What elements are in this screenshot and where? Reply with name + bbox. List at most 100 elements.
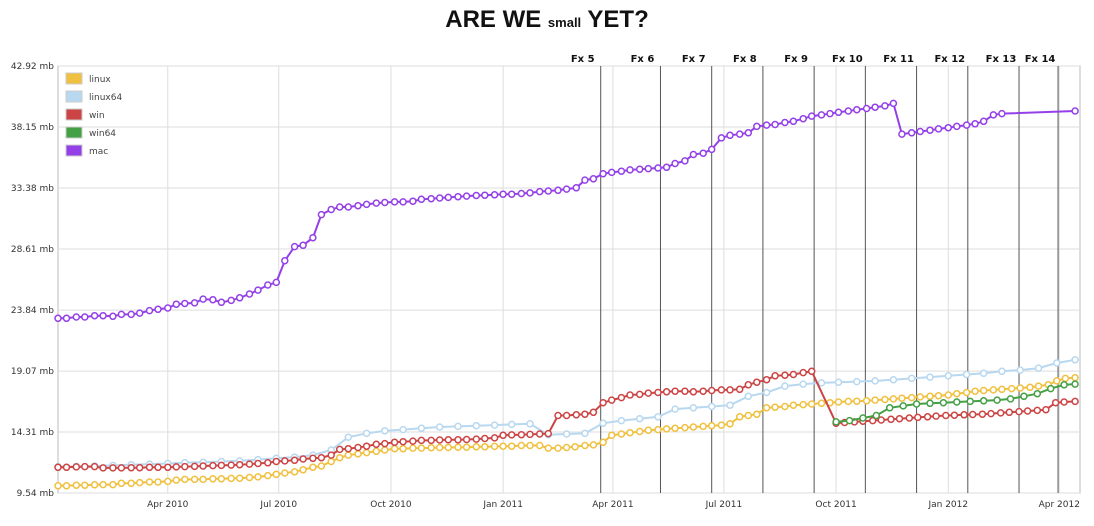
data-point[interactable] (707, 402, 716, 411)
data-point[interactable] (299, 455, 307, 463)
data-point[interactable] (462, 443, 471, 451)
data-point[interactable] (926, 392, 934, 401)
data-point[interactable] (617, 416, 626, 425)
data-point[interactable] (907, 393, 916, 402)
data-point[interactable] (99, 311, 107, 320)
data-point[interactable] (626, 166, 634, 174)
data-point[interactable] (381, 446, 389, 454)
data-point[interactable] (1006, 395, 1015, 403)
data-point[interactable] (362, 442, 371, 450)
data-point[interactable] (789, 370, 798, 379)
data-point[interactable] (90, 311, 99, 320)
data-point[interactable] (907, 129, 916, 137)
data-point[interactable] (699, 422, 707, 431)
data-point[interactable] (317, 453, 326, 462)
data-point[interactable] (953, 122, 961, 131)
data-point[interactable] (164, 304, 172, 312)
data-point[interactable] (671, 159, 679, 168)
data-point[interactable] (227, 474, 235, 483)
data-point[interactable] (916, 127, 924, 136)
data-point[interactable] (717, 421, 726, 429)
data-point[interactable] (72, 481, 81, 489)
data-point[interactable] (117, 464, 126, 472)
data-point[interactable] (409, 197, 417, 205)
data-point[interactable] (735, 385, 744, 394)
data-point[interactable] (344, 433, 353, 441)
data-point[interactable] (535, 187, 544, 196)
data-point[interactable] (472, 435, 481, 443)
data-point[interactable] (962, 388, 971, 397)
data-point[interactable] (190, 462, 199, 471)
data-point[interactable] (544, 187, 553, 195)
data-point[interactable] (199, 295, 207, 303)
data-point[interactable] (895, 414, 904, 423)
data-point[interactable] (934, 391, 943, 400)
data-point[interactable] (1016, 384, 1024, 392)
data-point[interactable] (905, 414, 914, 422)
data-point[interactable] (362, 448, 371, 457)
data-point[interactable] (254, 459, 262, 468)
data-point[interactable] (771, 120, 779, 129)
data-point[interactable] (62, 482, 71, 490)
data-point[interactable] (390, 444, 399, 453)
data-point[interactable] (907, 374, 916, 383)
data-point[interactable] (254, 473, 262, 481)
data-point[interactable] (281, 457, 289, 465)
data-point[interactable] (281, 469, 289, 477)
data-point[interactable] (926, 373, 934, 381)
data-point[interactable] (845, 416, 854, 425)
data-point[interactable] (272, 470, 281, 479)
data-point[interactable] (950, 411, 959, 419)
data-point[interactable] (154, 463, 162, 472)
data-point[interactable] (472, 191, 481, 200)
data-point[interactable] (979, 386, 988, 395)
data-point[interactable] (109, 312, 117, 321)
data-point[interactable] (853, 377, 861, 386)
data-point[interactable] (554, 411, 562, 420)
data-point[interactable] (209, 295, 217, 304)
data-point[interactable] (72, 313, 81, 321)
data-point[interactable] (607, 431, 616, 440)
data-point[interactable] (898, 130, 906, 138)
data-point[interactable] (1023, 407, 1032, 415)
data-point[interactable] (427, 443, 435, 452)
data-point[interactable] (245, 460, 254, 468)
data-point[interactable] (1060, 381, 1068, 389)
data-point[interactable] (799, 380, 807, 388)
data-point[interactable] (1005, 408, 1014, 417)
data-point[interactable] (681, 423, 689, 432)
data-point[interactable] (599, 419, 607, 427)
data-point[interactable] (526, 441, 534, 450)
data-point[interactable] (771, 372, 779, 380)
data-point[interactable] (217, 298, 226, 307)
data-point[interactable] (127, 463, 135, 472)
data-point[interactable] (435, 443, 444, 452)
data-point[interactable] (526, 189, 534, 197)
data-point[interactable] (481, 191, 489, 199)
data-point[interactable] (1046, 384, 1055, 393)
data-point[interactable] (689, 404, 698, 412)
data-point[interactable] (381, 427, 389, 435)
data-point[interactable] (899, 402, 907, 410)
data-point[interactable] (877, 416, 885, 424)
data-point[interactable] (998, 385, 1006, 394)
data-point[interactable] (217, 475, 226, 483)
data-point[interactable] (671, 424, 679, 433)
data-point[interactable] (372, 447, 381, 456)
data-point[interactable] (662, 388, 671, 396)
data-point[interactable] (654, 164, 662, 172)
data-point[interactable] (490, 421, 499, 429)
data-point[interactable] (781, 118, 789, 127)
data-point[interactable] (164, 477, 172, 486)
data-point[interactable] (1007, 384, 1016, 393)
data-point[interactable] (987, 409, 995, 418)
data-point[interactable] (62, 463, 71, 472)
data-point[interactable] (299, 466, 307, 474)
data-point[interactable] (735, 130, 744, 138)
data-point[interactable] (507, 420, 516, 429)
data-point[interactable] (926, 126, 934, 134)
data-point[interactable] (117, 479, 126, 488)
data-point[interactable] (853, 105, 861, 114)
data-point[interactable] (789, 117, 798, 126)
data-point[interactable] (707, 145, 716, 154)
